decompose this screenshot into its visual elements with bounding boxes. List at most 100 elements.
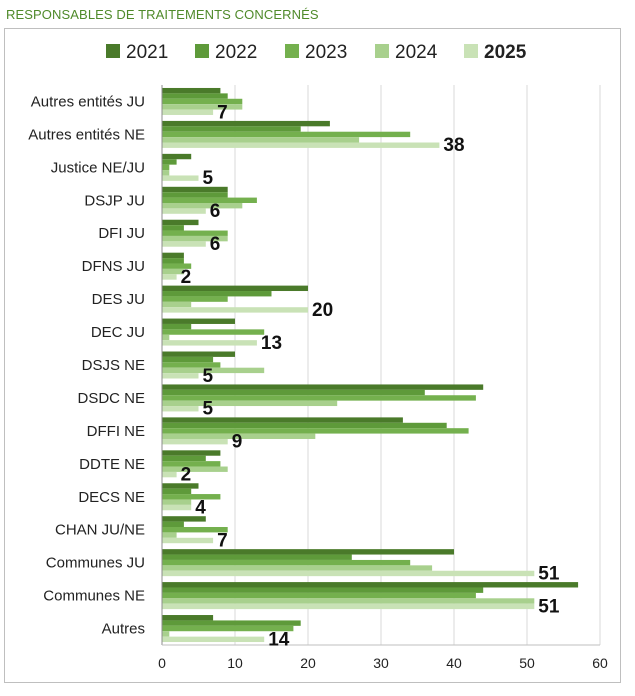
bar-2022-11 bbox=[162, 455, 206, 462]
bar-2021-14 bbox=[162, 549, 454, 555]
bar-2024-11 bbox=[162, 466, 228, 472]
bar-2021-9 bbox=[162, 384, 484, 390]
bar-2024-10 bbox=[162, 433, 316, 439]
bar-2023-12 bbox=[162, 494, 221, 500]
bar-2025-15 bbox=[162, 603, 535, 610]
legend-label-2021: 2021 bbox=[126, 42, 168, 63]
bar-2022-5 bbox=[162, 258, 184, 264]
bar-2023-3 bbox=[162, 197, 257, 203]
bar-2022-15 bbox=[162, 587, 484, 593]
bar-2022-12 bbox=[162, 488, 192, 495]
value-label-2025-3: 6 bbox=[210, 201, 221, 222]
bar-2024-9 bbox=[162, 400, 338, 407]
bar-2023-0 bbox=[162, 98, 243, 105]
value-label-2025-12: 4 bbox=[195, 498, 206, 519]
legend-swatch-2024 bbox=[375, 44, 389, 58]
bar-2025-2 bbox=[162, 175, 199, 181]
bar-2024-6 bbox=[162, 301, 192, 308]
bar-2023-11 bbox=[162, 461, 221, 467]
bar-2024-0 bbox=[162, 104, 243, 110]
bar-2021-4 bbox=[162, 219, 199, 226]
bar-2022-7 bbox=[162, 323, 192, 330]
bar-2021-5 bbox=[162, 252, 184, 259]
bar-2023-4 bbox=[162, 230, 228, 236]
bar-2021-15 bbox=[162, 582, 579, 588]
value-label-2025-9: 5 bbox=[203, 399, 214, 420]
bar-2022-2 bbox=[162, 159, 177, 165]
category-label-0: Autres entités JU bbox=[31, 93, 145, 110]
bar-2025-12 bbox=[162, 504, 192, 511]
bar-2025-5 bbox=[162, 274, 177, 280]
bar-2025-13 bbox=[162, 537, 214, 544]
bar-2021-16 bbox=[162, 615, 214, 621]
bar-2021-2 bbox=[162, 153, 192, 160]
category-label-1: Autres entités NE bbox=[28, 126, 145, 143]
bar-2021-6 bbox=[162, 285, 308, 292]
bar-2024-16 bbox=[162, 631, 170, 637]
category-label-3: DSJP JU bbox=[84, 192, 145, 209]
bar-2023-9 bbox=[162, 395, 476, 401]
bar-2023-15 bbox=[162, 592, 476, 599]
category-label-16: Autres bbox=[102, 621, 145, 638]
legend-label-2023: 2023 bbox=[305, 42, 347, 63]
value-label-2025-15: 51 bbox=[538, 596, 560, 617]
bar-2024-5 bbox=[162, 268, 184, 275]
bar-2025-11 bbox=[162, 471, 177, 478]
bar-2024-14 bbox=[162, 565, 433, 571]
value-label-2025-0: 7 bbox=[217, 102, 228, 123]
category-label-13: CHAN JU/NE bbox=[55, 522, 145, 539]
bar-2024-3 bbox=[162, 202, 243, 209]
bar-2024-15 bbox=[162, 598, 535, 604]
bar-2025-4 bbox=[162, 241, 206, 247]
bar-2022-1 bbox=[162, 126, 301, 132]
value-label-2025-8: 5 bbox=[203, 366, 214, 387]
tick-label-10: 10 bbox=[227, 655, 243, 671]
value-label-2025-5: 2 bbox=[181, 267, 192, 288]
category-label-8: DSJS NE bbox=[82, 357, 145, 374]
bar-2023-2 bbox=[162, 164, 170, 171]
bar-2023-6 bbox=[162, 296, 228, 302]
legend-label-2024: 2024 bbox=[395, 42, 438, 63]
axes bbox=[161, 85, 600, 646]
bar-2025-9 bbox=[162, 406, 199, 412]
legend-swatch-2025 bbox=[464, 44, 478, 58]
bar-2025-14 bbox=[162, 570, 535, 577]
bar-2022-4 bbox=[162, 225, 184, 231]
value-label-2025-6: 20 bbox=[312, 300, 333, 321]
bar-2022-8 bbox=[162, 356, 214, 363]
tick-label-60: 60 bbox=[592, 655, 608, 671]
category-label-15: Communes NE bbox=[43, 588, 145, 605]
value-label-2025-16: 14 bbox=[268, 629, 290, 650]
bar-2025-3 bbox=[162, 208, 206, 214]
bar-2023-10 bbox=[162, 428, 469, 434]
bar-2023-5 bbox=[162, 263, 192, 269]
bar-2024-8 bbox=[162, 367, 265, 374]
legend-swatch-2023 bbox=[285, 44, 299, 58]
bar-2025-8 bbox=[162, 373, 199, 379]
bar-2025-1 bbox=[162, 142, 440, 148]
legend: 2021 2022 2023 2024 2025 bbox=[106, 42, 527, 63]
category-label-12: DECS NE bbox=[78, 489, 145, 506]
category-label-11: DDTE NE bbox=[79, 456, 145, 473]
bar-2022-9 bbox=[162, 389, 425, 396]
value-label-2025-4: 6 bbox=[210, 234, 221, 255]
tick-label-50: 50 bbox=[519, 655, 535, 671]
category-label-5: DFNS JU bbox=[82, 258, 145, 275]
category-labels: Autres entités JU Autres entités NE Justic… bbox=[28, 93, 145, 637]
bar-2022-6 bbox=[162, 291, 272, 297]
legend-swatch-2021 bbox=[106, 44, 120, 58]
category-label-14: Communes JU bbox=[46, 555, 145, 572]
bar-2025-10 bbox=[162, 438, 228, 445]
chart-frame bbox=[4, 28, 621, 683]
bar-2025-16 bbox=[162, 636, 265, 643]
bar-2024-12 bbox=[162, 499, 192, 505]
bar-2023-8 bbox=[162, 362, 221, 368]
bar-2024-2 bbox=[162, 170, 170, 176]
bar-2021-11 bbox=[162, 450, 221, 456]
value-label-2025-13: 7 bbox=[217, 531, 228, 552]
bar-2023-14 bbox=[162, 559, 411, 566]
bar-2021-8 bbox=[162, 351, 235, 357]
bar-2025-7 bbox=[162, 340, 257, 346]
